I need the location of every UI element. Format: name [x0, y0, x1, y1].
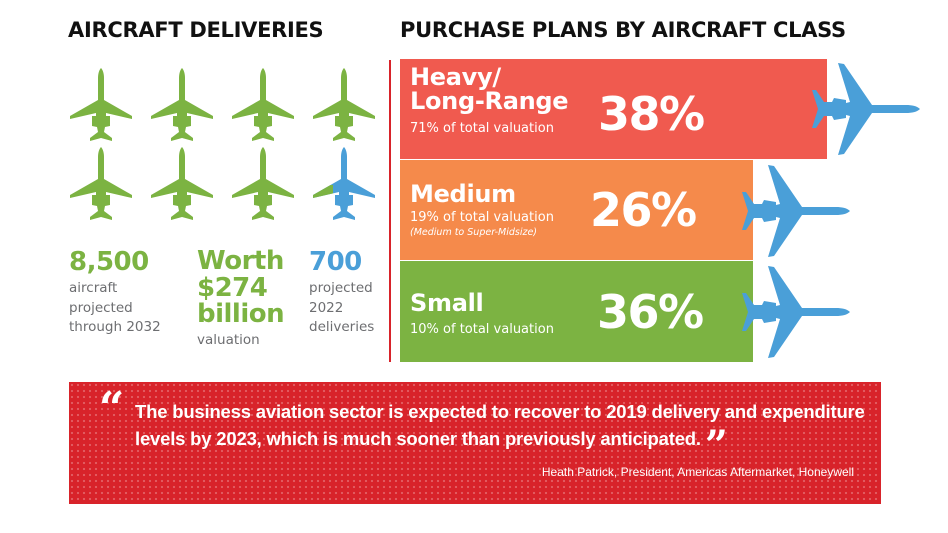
airplane-icon: [810, 60, 922, 158]
stat-value: Worth: [197, 246, 284, 276]
bar-name: Long-Range: [410, 87, 569, 115]
stat-value: 700: [309, 247, 362, 277]
airplane-icon: [740, 162, 852, 260]
plane-icon: [147, 66, 217, 144]
plane-icon: [228, 66, 298, 144]
bar-valuation-share: 19% of total valuation: [410, 210, 554, 225]
quote-attribution: Heath Patrick, President, Americas After…: [541, 465, 854, 479]
plane-icon: [66, 66, 136, 144]
plane-icon: [228, 145, 298, 223]
stat-value: $274: [197, 272, 268, 303]
stat-label: deliveries: [309, 319, 375, 335]
bar-percentage: 36%: [597, 285, 704, 339]
stat-aircraft-projected: 8,500 aircraft projected through 2032: [69, 248, 161, 338]
quote-banner: “ The business aviation sector is expect…: [69, 382, 881, 504]
open-quote-icon: “: [99, 383, 125, 434]
airplane-icon: [740, 263, 852, 361]
bar-valuation-share: 71% of total valuation: [410, 121, 554, 136]
stat-label: valuation: [197, 331, 260, 348]
close-quote-icon: ”: [704, 422, 728, 469]
aircraft-deliveries-heading: AIRCRAFT DELIVERIES: [68, 18, 324, 42]
plane-icon: [309, 66, 379, 144]
plane-icon-partial-blue: [309, 145, 379, 223]
quote-text: The business aviation sector is expected…: [135, 401, 865, 449]
stat-label: projected: [69, 299, 133, 316]
bar-small: Small 10% of total valuation 36%: [400, 261, 753, 362]
bar-medium: Medium 19% of total valuation (Medium to…: [400, 160, 753, 260]
bar-percentage: 26%: [590, 183, 697, 237]
plane-icon: [147, 145, 217, 223]
quote-text-block: The business aviation sector is expected…: [135, 398, 865, 466]
stat-label: 2022: [309, 299, 344, 316]
purchase-plans-heading: PURCHASE PLANS BY AIRCRAFT CLASS: [400, 18, 846, 42]
bar-heavy-long-range: Heavy/ Long-Range 71% of total valuation…: [400, 59, 827, 159]
bar-valuation-share: 10% of total valuation: [410, 322, 554, 337]
stat-2022-deliveries: 700 projected 2022 deliveries: [309, 248, 374, 338]
vertical-divider: [389, 60, 391, 362]
bar-note: (Medium to Super-Midsize): [410, 227, 538, 238]
stat-label: projected: [309, 280, 373, 296]
aircraft-pictograph-grid: [66, 66, 386, 226]
stat-label: aircraft: [69, 280, 118, 296]
bar-name: Medium: [410, 180, 516, 208]
bar-percentage: 38%: [598, 87, 705, 141]
plane-icon: [66, 145, 136, 223]
bar-name: Heavy/: [410, 63, 501, 91]
bar-name: Small: [410, 289, 484, 317]
stat-valuation: Worth $274 billion valuation: [197, 246, 285, 350]
stat-value: billion: [197, 299, 285, 329]
stat-label: through 2032: [69, 319, 161, 335]
stat-value: 8,500: [69, 247, 149, 277]
